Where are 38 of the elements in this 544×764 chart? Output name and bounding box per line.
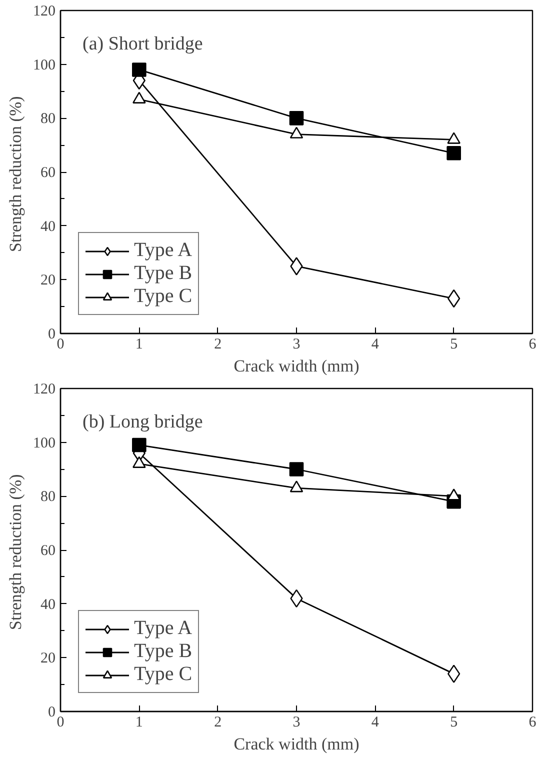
y-axis-title: Strength reduction (%): [6, 474, 25, 630]
y-tick-label: 100: [33, 435, 56, 452]
x-axis-title: Crack width (mm): [234, 356, 360, 376]
x-tick-label: 6: [528, 714, 537, 730]
y-tick-label: 80: [40, 489, 56, 506]
y-tick-label: 80: [40, 111, 56, 128]
y-axis-title: Strength reduction (%): [6, 96, 25, 252]
x-tick-label: 2: [214, 714, 222, 730]
x-tick-label: 5: [450, 336, 458, 352]
legend-label: Type C: [134, 663, 192, 686]
annotation: (a) Short bridge: [82, 34, 203, 54]
y-tick-label: 120: [33, 4, 56, 20]
legend-label: Type A: [134, 239, 192, 262]
y-tick-label: 100: [33, 57, 56, 74]
x-tick-label: 5: [450, 714, 458, 730]
legend-label: Type A: [134, 617, 192, 640]
annotation: (b) Long bridge: [82, 412, 203, 432]
x-tick-label: 4: [371, 336, 380, 352]
y-tick-label: 0: [48, 326, 56, 342]
y-tick-label: 20: [40, 272, 56, 289]
x-tick-label: 3: [292, 336, 300, 352]
legend-label: Type B: [134, 640, 192, 663]
legend-label: Type C: [134, 285, 192, 308]
y-tick-label: 60: [40, 543, 56, 559]
x-tick-label: 6: [528, 336, 537, 352]
x-tick-label: 1: [135, 714, 143, 730]
y-tick-label: 40: [40, 596, 56, 613]
x-tick-label: 3: [292, 714, 300, 730]
x-axis-title: Crack width (mm): [234, 734, 360, 754]
y-tick-label: 120: [33, 382, 56, 398]
x-tick-label: 2: [214, 336, 222, 352]
x-tick-label: 1: [135, 336, 143, 352]
y-tick-label: 40: [40, 218, 56, 235]
y-tick-label: 0: [48, 704, 56, 720]
legend-label: Type B: [134, 262, 192, 285]
y-tick-label: 20: [40, 650, 56, 667]
x-tick-label: 4: [371, 714, 380, 730]
y-tick-label: 60: [40, 165, 56, 181]
